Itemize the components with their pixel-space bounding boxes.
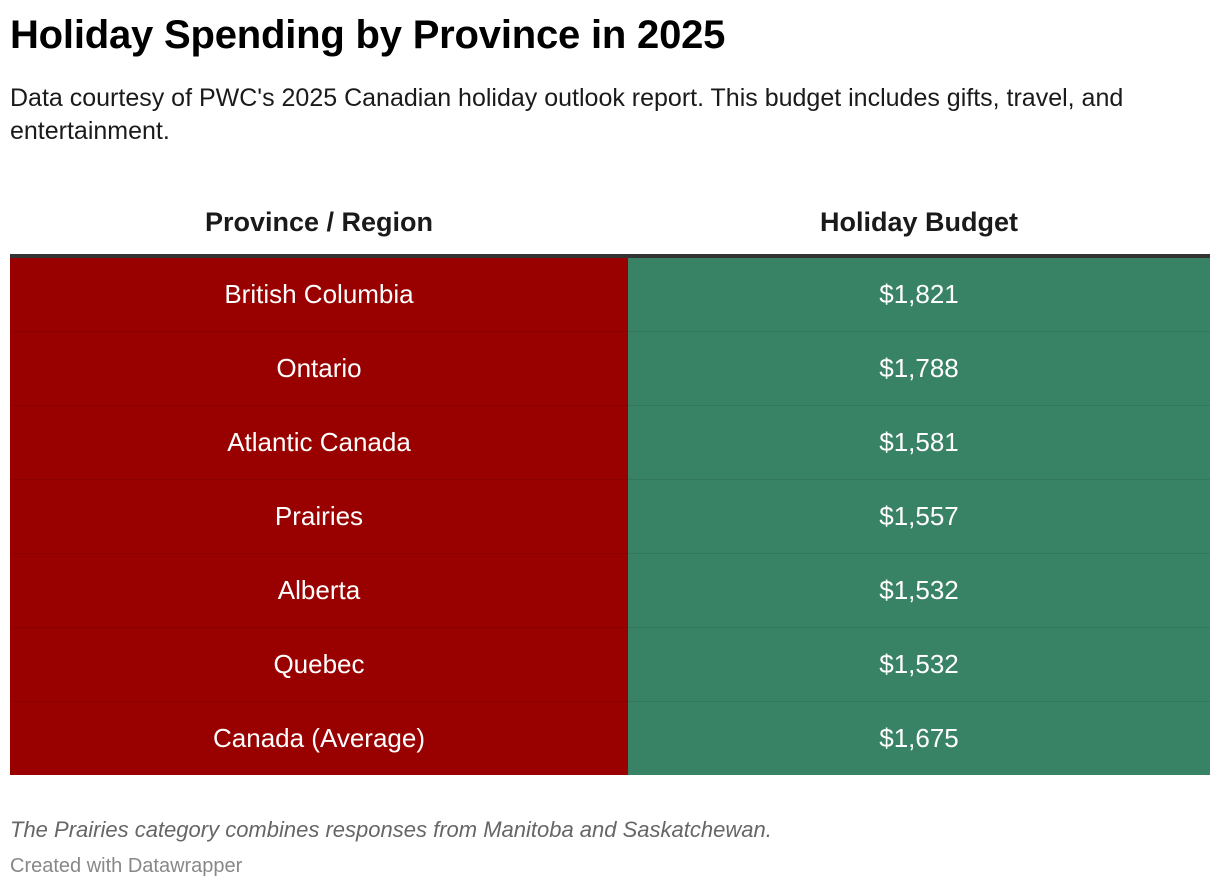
budget-cell: $1,675 — [628, 701, 1210, 775]
chart-title: Holiday Spending by Province in 2025 — [10, 13, 726, 57]
region-cell: Alberta — [10, 553, 628, 628]
data-table: Province / Region Holiday Budget British… — [10, 190, 1210, 775]
region-cell: Canada (Average) — [10, 701, 628, 775]
region-cell: Quebec — [10, 627, 628, 702]
budget-cell: $1,557 — [628, 479, 1210, 554]
table-row: Canada (Average) $1,675 — [10, 701, 1210, 775]
region-cell: British Columbia — [10, 256, 628, 332]
chart-credit: Created with Datawrapper — [10, 855, 243, 877]
data-table-container: Province / Region Holiday Budget British… — [10, 190, 1210, 775]
table-row: British Columbia $1,821 — [10, 256, 1210, 332]
budget-cell: $1,532 — [628, 627, 1210, 702]
table-row: Atlantic Canada $1,581 — [10, 405, 1210, 480]
budget-cell: $1,821 — [628, 256, 1210, 332]
chart-notes: The Prairies category combines responses… — [10, 817, 772, 842]
table-row: Quebec $1,532 — [10, 627, 1210, 702]
column-header-budget[interactable]: Holiday Budget — [628, 190, 1210, 258]
table-header-row: Province / Region Holiday Budget — [10, 190, 1210, 258]
table-body: British Columbia $1,821 Ontario $1,788 Atlan… — [10, 256, 1210, 775]
budget-cell: $1,788 — [628, 331, 1210, 406]
budget-cell: $1,581 — [628, 405, 1210, 480]
region-cell: Ontario — [10, 331, 628, 406]
region-cell: Prairies — [10, 479, 628, 554]
budget-cell: $1,532 — [628, 553, 1210, 628]
chart-subtitle: Data courtesy of PWC's 2025 Canadian hol… — [10, 84, 1124, 145]
region-cell: Atlantic Canada — [10, 405, 628, 480]
table-row: Ontario $1,788 — [10, 331, 1210, 406]
table-row: Prairies $1,557 — [10, 479, 1210, 554]
column-header-region[interactable]: Province / Region — [10, 190, 628, 258]
table-row: Alberta $1,532 — [10, 553, 1210, 628]
